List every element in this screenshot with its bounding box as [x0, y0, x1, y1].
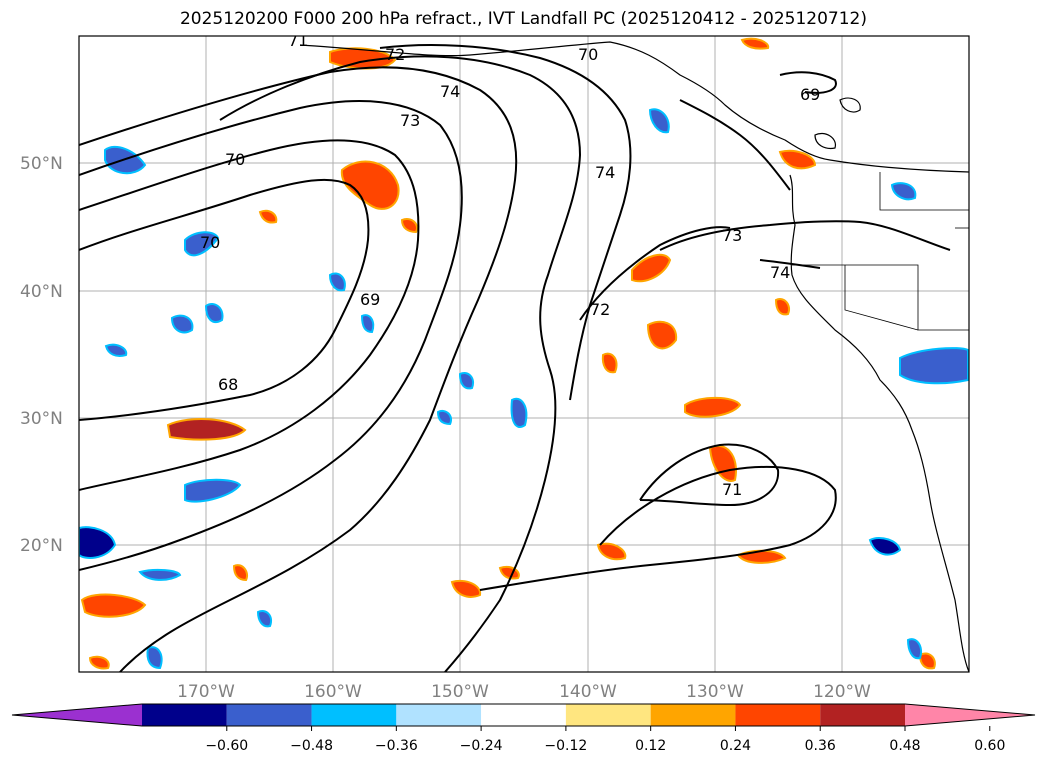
colorbar-tick-label: −0.12 [544, 738, 587, 754]
contour-label: 73 [400, 111, 420, 130]
colorbar-tick-label: −0.48 [290, 738, 333, 754]
map-plot-area [79, 36, 969, 672]
contour-label: 70 [200, 233, 220, 252]
contour-label: 71 [722, 480, 742, 499]
colorbar-tick-label: −0.24 [460, 738, 503, 754]
contour-label: 70 [578, 45, 598, 64]
contour-label: 74 [770, 263, 790, 282]
lat-label: 30°N [20, 409, 63, 429]
colorbar-outline [11, 703, 1036, 727]
coastlines [299, 41, 969, 672]
colorbar-tick-label: 0.36 [805, 738, 836, 754]
contour-label: 72 [590, 300, 610, 319]
shading-negative [79, 108, 969, 670]
contour-labels: 71 72 70 74 73 70 69 74 73 70 68 69 72 7… [200, 31, 820, 499]
lon-label: 130°W [686, 682, 744, 702]
lon-label: 140°W [559, 682, 617, 702]
colorbar-swatch [396, 704, 482, 726]
shading-positive [80, 37, 936, 670]
refractivity-contours [79, 44, 951, 672]
contour-label: 68 [218, 375, 238, 394]
colorbar-tick-label: −0.60 [205, 738, 248, 754]
colorbar-swatch [311, 704, 397, 726]
contour-label: 72 [385, 45, 405, 64]
lon-label: 120°W [813, 682, 871, 702]
graticule [79, 36, 969, 672]
colorbar: −0.60 −0.48 −0.36 −0.24 −0.12 0.12 0.24 0.36 0.4… [11, 703, 1036, 754]
contour-label: 73 [722, 226, 742, 245]
colorbar-swatch [481, 704, 566, 726]
lat-label: 40°N [20, 282, 63, 302]
lon-label: 160°W [304, 682, 362, 702]
lat-label: 50°N [20, 154, 63, 174]
lon-label: 150°W [431, 682, 489, 702]
map-frame [78, 35, 970, 673]
lon-label: 170°W [177, 682, 235, 702]
colorbar-swatch [735, 704, 821, 726]
colorbar-tick-label: 0.24 [720, 738, 751, 754]
colorbar-tick-label: 0.48 [889, 738, 920, 754]
map-title: 2025120200 F000 200 hPa refract., IVT La… [179, 9, 867, 29]
contour-label: 71 [288, 31, 308, 50]
contour-label: 70 [225, 150, 245, 169]
colorbar-tick-label: 0.60 [974, 738, 1005, 754]
colorbar-tick-label: −0.36 [375, 738, 418, 754]
colorbar-extend-low [12, 704, 142, 726]
longitude-labels: 170°W 160°W 150°W 140°W 130°W 120°W [177, 682, 871, 702]
contour-label: 74 [440, 82, 460, 101]
colorbar-swatch [820, 704, 905, 726]
colorbar-swatch [565, 704, 651, 726]
colorbar-swatch [142, 704, 227, 726]
contour-label: 69 [360, 290, 380, 309]
colorbar-swatch [650, 704, 736, 726]
colorbar-swatch [226, 704, 312, 726]
lat-label: 20°N [20, 536, 63, 556]
colorbar-tick-label: 0.12 [635, 738, 666, 754]
latitude-labels: 50°N 40°N 30°N 20°N [20, 154, 63, 556]
contour-label: 69 [800, 85, 820, 104]
colorbar-extend-high [905, 704, 1035, 726]
contour-label: 74 [595, 163, 615, 182]
